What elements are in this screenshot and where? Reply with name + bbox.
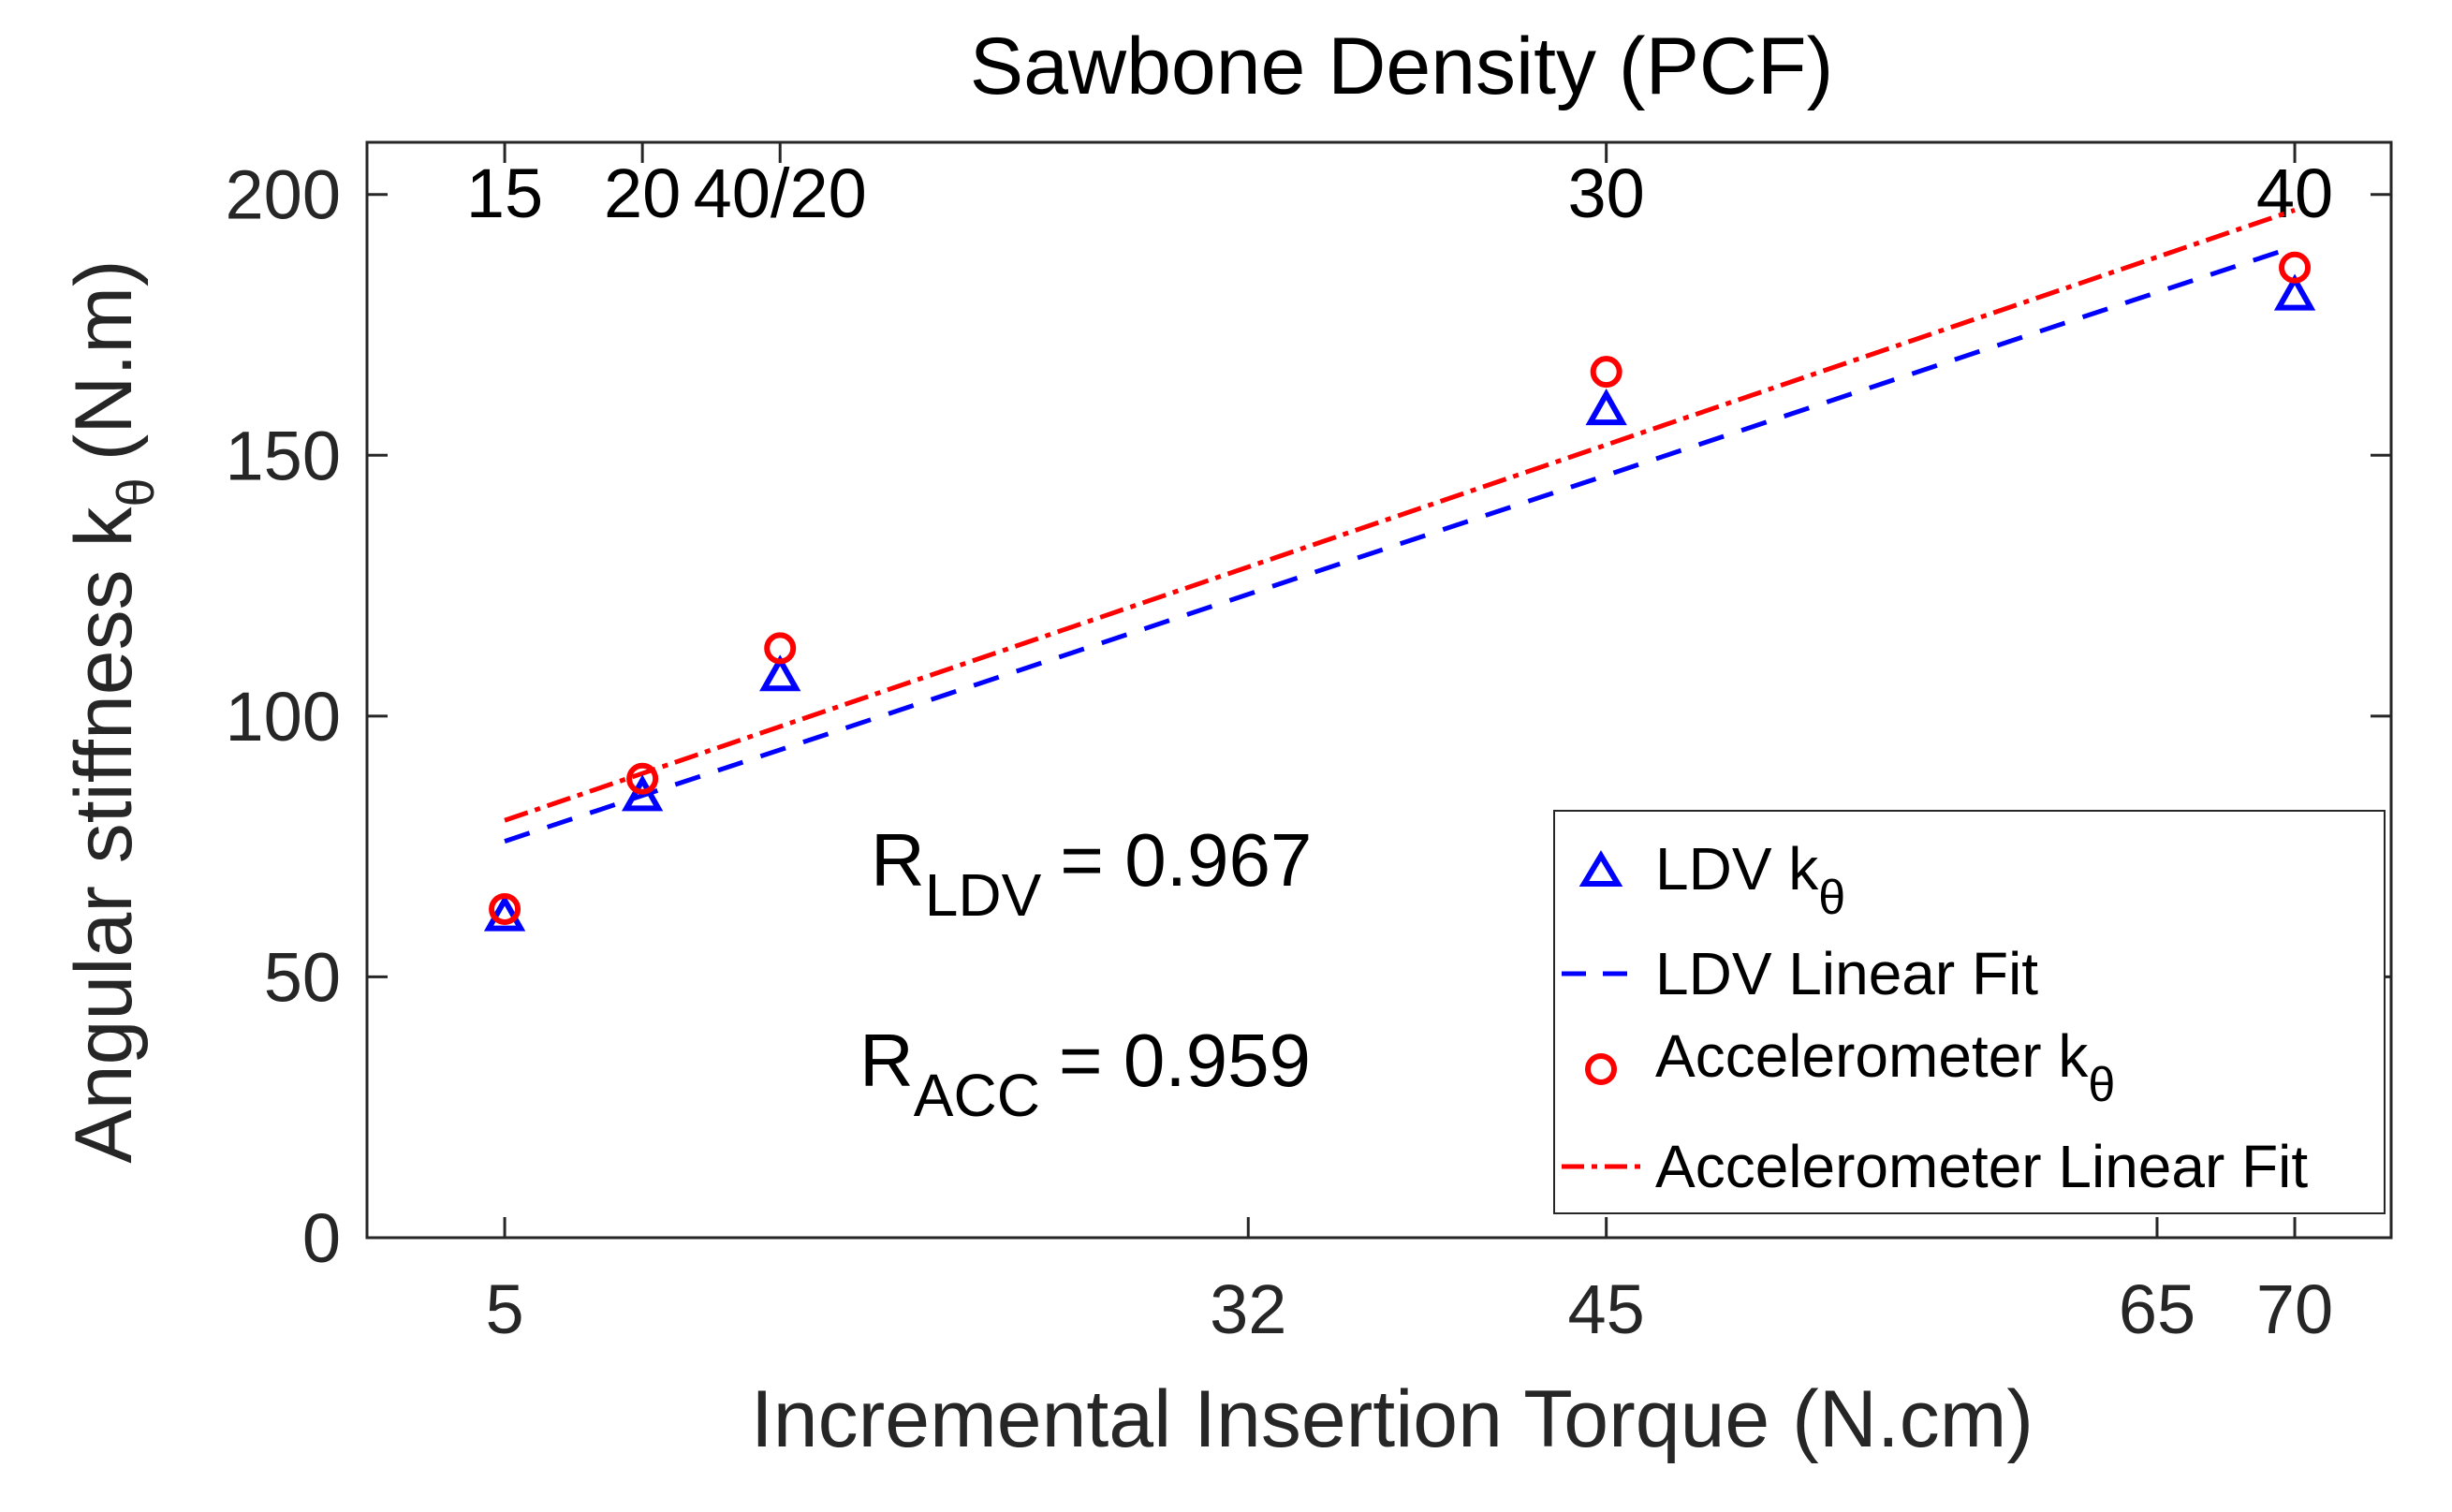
legend-ldv-label: LDV kθ xyxy=(1655,835,1845,925)
y-tick-label-2: 100 xyxy=(226,678,341,756)
r-acc-value: = 0.959 xyxy=(1059,1019,1311,1102)
y-tick-label-0: 0 xyxy=(302,1199,341,1277)
legend-acc-label: Accelerometer kθ xyxy=(1655,1022,2115,1112)
top-tick-label-2: 40/20 xyxy=(694,154,867,232)
legend: LDV kθ LDV Linear Fit Accelerometer kθ A… xyxy=(1553,810,2386,1214)
r-acc-annotation: RACC = 0.959 xyxy=(859,1019,1311,1129)
r-acc-main: R xyxy=(859,1019,914,1102)
acc-marker-0 xyxy=(489,893,521,925)
acc-marker-1 xyxy=(626,762,659,795)
x-tick-label-4: 70 xyxy=(2256,1270,2333,1348)
acc-marker-4 xyxy=(2279,251,2312,284)
r-ldv-value: = 0.967 xyxy=(1060,818,1312,902)
legend-box xyxy=(1553,810,2386,1214)
top-tick-label-3: 30 xyxy=(1568,154,1645,232)
ldv-marker-2 xyxy=(759,654,801,692)
r-ldv-sub: LDV xyxy=(925,861,1042,929)
ldv-marker-4 xyxy=(2273,273,2316,311)
legend-ldv-marker xyxy=(1578,850,1623,887)
acc-marker-3 xyxy=(1590,356,1622,389)
fit-line-3 xyxy=(504,208,2296,823)
y-axis-label-units: (N.m) xyxy=(59,259,149,461)
chart-title: Sawbone Density (PCF) xyxy=(970,22,1833,111)
legend-acc-marker xyxy=(1585,1053,1617,1085)
svg-text:Angular stiffness kθ(N.m): Angular stiffness kθ (N.m) xyxy=(59,259,165,1163)
ldv-marker-1 xyxy=(622,774,664,812)
x-tick-label-2: 45 xyxy=(1568,1270,1645,1348)
ldv-marker-3 xyxy=(1585,389,1627,426)
acc-marker-2 xyxy=(764,632,797,665)
x-tick-label-3: 65 xyxy=(2119,1270,2195,1348)
y-tick-label-1: 50 xyxy=(264,938,341,1016)
legend-acc-fit-label: Accelerometer Linear Fit xyxy=(1655,1133,2308,1200)
y-axis-label-main: Angular stiffness k xyxy=(59,506,149,1163)
x-tick-labels: 5 32 45 65 70 xyxy=(485,1270,2333,1348)
top-tick-label-0: 15 xyxy=(466,154,543,232)
ldv-marker-0 xyxy=(483,894,526,932)
top-tick-label-1: 20 xyxy=(604,154,681,232)
y-tick-label-3: 150 xyxy=(226,417,341,494)
y-tick-labels: 0 50 100 150 200 xyxy=(226,156,341,1277)
x-tick-label-1: 32 xyxy=(1210,1270,1286,1348)
r-acc-sub: ACC xyxy=(914,1062,1040,1129)
r-ldv-main: R xyxy=(871,818,925,902)
data-markers xyxy=(483,251,2316,932)
y-axis-label: Angular stiffness kθ (N.m) xyxy=(59,259,165,1163)
x-tick-label-0: 5 xyxy=(485,1270,523,1348)
x-axis-label: Incremental Insertion Torque (N.cm) xyxy=(751,1374,2034,1464)
fit-lines xyxy=(504,208,2296,844)
legend-ldv-fit-label: LDV Linear Fit xyxy=(1655,940,2038,1007)
r-ldv-annotation: RLDV = 0.967 xyxy=(871,818,1312,929)
y-axis-label-sub: θ xyxy=(106,477,165,506)
y-tick-label-4: 200 xyxy=(226,156,341,234)
